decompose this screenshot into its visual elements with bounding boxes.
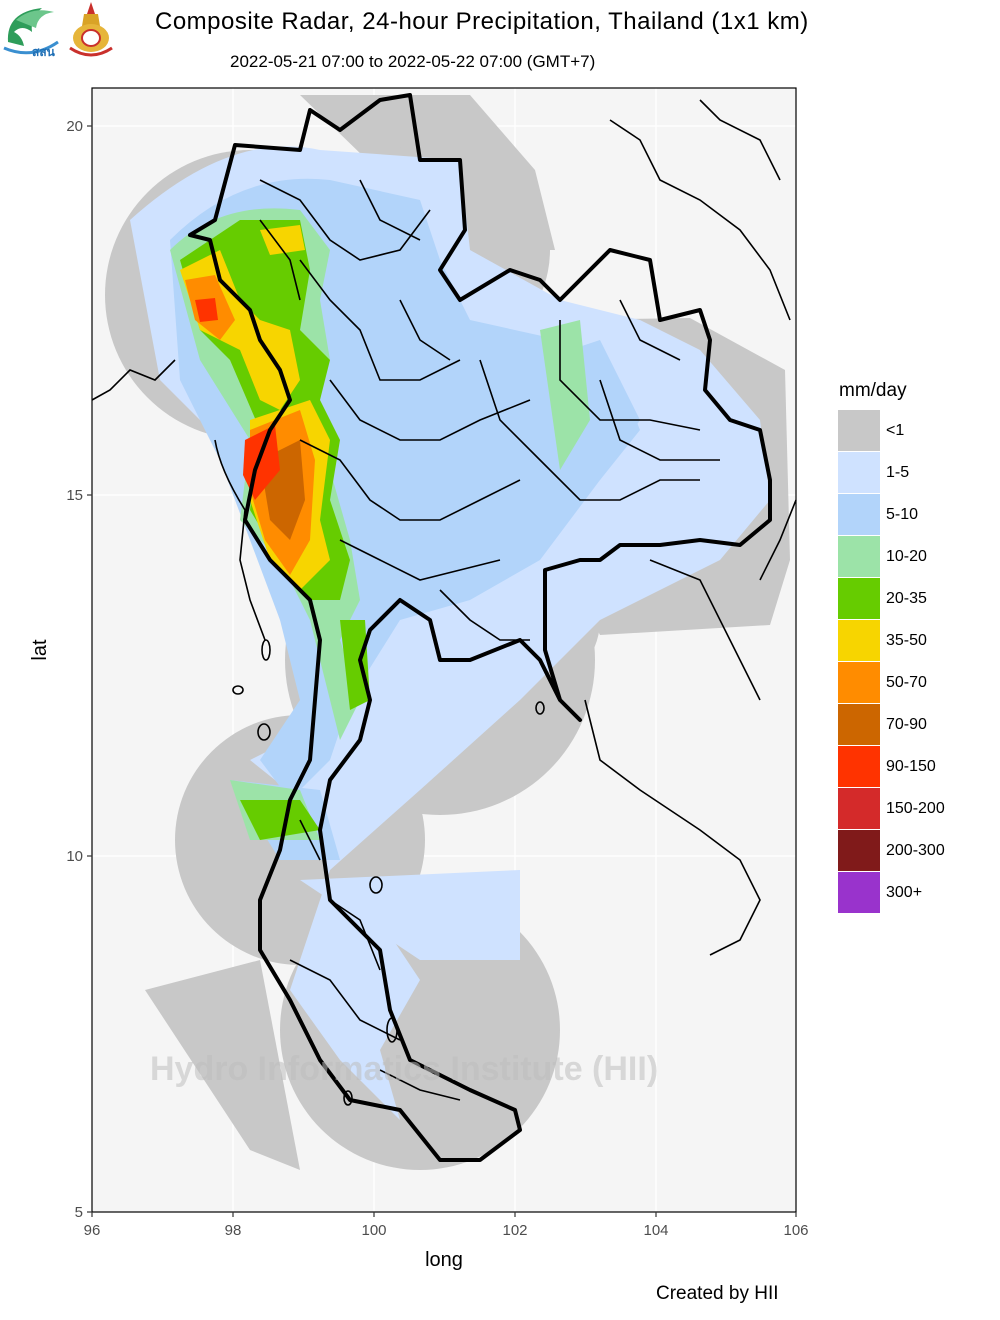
legend-item: 35-50 xyxy=(838,620,945,662)
legend-label: 300+ xyxy=(886,884,923,901)
legend-swatch xyxy=(838,746,880,788)
legend-swatch xyxy=(838,662,880,704)
x-tick-label: 100 xyxy=(361,1222,386,1239)
legend-item: 90-150 xyxy=(838,746,945,788)
y-tick-label: 10 xyxy=(66,848,83,865)
axes-frame xyxy=(91,87,797,1213)
legend-label: 50-70 xyxy=(886,674,927,691)
legend-label: 10-20 xyxy=(886,548,927,565)
legend-label: 35-50 xyxy=(886,632,927,649)
legend-swatch xyxy=(838,578,880,620)
legend-label: <1 xyxy=(886,422,905,439)
watermark: Hydro Informatics Institute (HII) xyxy=(150,1050,659,1088)
legend-item: 150-200 xyxy=(838,788,945,830)
garuda-emblem xyxy=(69,2,113,57)
legend-item: 50-70 xyxy=(838,662,945,704)
page-subtitle: 2022-05-21 07:00 to 2022-05-22 07:00 (GM… xyxy=(230,52,596,71)
thailand-border xyxy=(188,93,772,1162)
legend-item: 70-90 xyxy=(838,704,945,746)
hii-logo: สสน xyxy=(3,8,59,59)
legend-label: 20-35 xyxy=(886,590,927,607)
legend-item: <1 xyxy=(838,410,945,452)
legend-swatch xyxy=(838,704,880,746)
page-title: Composite Radar, 24-hour Precipitation, … xyxy=(155,8,809,35)
x-tick-label: 98 xyxy=(225,1222,242,1239)
x-tick-label: 96 xyxy=(84,1222,101,1239)
y-axis-ticks xyxy=(87,125,92,1213)
legend-swatch xyxy=(838,410,880,452)
y-tick-label: 20 xyxy=(66,118,83,135)
legend-swatch xyxy=(838,536,880,578)
legend: mm/day <1 1-5 5-10 10-20 20-35 35-50 50-70 70-9… xyxy=(838,380,945,914)
x-axis-title: long xyxy=(425,1249,463,1271)
y-axis-title: lat xyxy=(29,639,51,661)
x-axis-ticks xyxy=(91,1212,797,1217)
legend-swatch xyxy=(838,620,880,662)
legend-item: 20-35 xyxy=(838,578,945,620)
legend-label: 1-5 xyxy=(886,464,910,481)
credit-text: Created by HII xyxy=(656,1283,779,1304)
province-borders xyxy=(259,179,720,1101)
y-tick-labels: 20 15 10 5 xyxy=(66,118,83,1221)
x-tick-label: 104 xyxy=(643,1222,668,1239)
legend-title: mm/day xyxy=(839,380,907,401)
legend-swatch xyxy=(838,830,880,872)
legend-label: 70-90 xyxy=(886,716,927,733)
legend-swatch xyxy=(838,788,880,830)
y-tick-label: 5 xyxy=(75,1204,83,1221)
legend-item: 300+ xyxy=(838,872,945,914)
legend-label: 90-150 xyxy=(886,758,936,775)
x-tick-label: 102 xyxy=(502,1222,527,1239)
regional-borders xyxy=(91,99,797,956)
hii-logo-text: สสน xyxy=(32,45,56,59)
x-tick-labels: 96 98 100 102 104 106 xyxy=(84,1222,809,1239)
legend-label: 200-300 xyxy=(886,842,945,859)
legend-swatch xyxy=(838,872,880,914)
islands xyxy=(232,639,545,1106)
x-tick-label: 106 xyxy=(783,1222,808,1239)
legend-item: 200-300 xyxy=(838,830,945,872)
legend-label: 150-200 xyxy=(886,800,945,817)
y-tick-label: 15 xyxy=(66,487,83,504)
legend-swatch xyxy=(838,452,880,494)
legend-item: 10-20 xyxy=(838,536,945,578)
legend-item: 5-10 xyxy=(838,494,945,536)
legend-swatch xyxy=(838,494,880,536)
legend-items: <1 1-5 5-10 10-20 20-35 35-50 50-70 70-90 90-150… xyxy=(838,410,945,914)
legend-label: 5-10 xyxy=(886,506,919,523)
legend-item: 1-5 xyxy=(838,452,945,494)
